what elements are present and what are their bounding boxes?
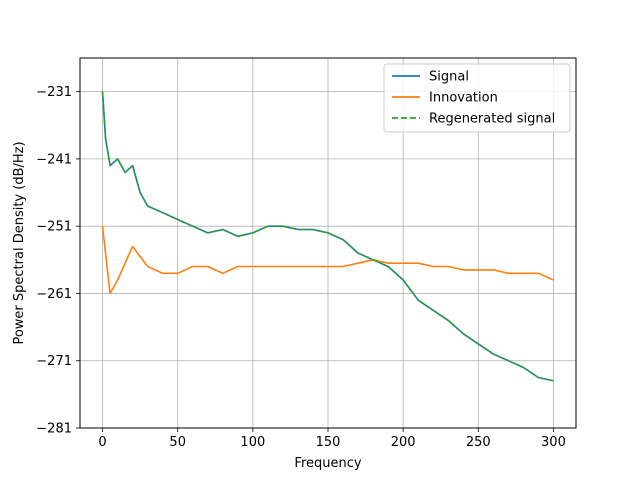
x-tick-label: 50 [169, 435, 186, 450]
y-tick-label: −261 [36, 287, 72, 302]
y-tick-label: −251 [36, 220, 72, 235]
y-tick-label: −231 [36, 85, 72, 100]
x-tick-label: 200 [391, 435, 416, 450]
x-tick-label: 150 [316, 435, 341, 450]
x-tick-label: 300 [541, 435, 566, 450]
x-axis: 0 50 100 150 200 250 300 [98, 428, 566, 450]
legend: Signal Innovation Regenerated signal [383, 63, 571, 133]
y-tick-label: −271 [36, 354, 72, 369]
x-tick-label: 0 [98, 435, 106, 450]
y-tick-label: −281 [36, 422, 72, 437]
y-axis: −231 −241 −251 −261 −271 −281 [36, 85, 80, 437]
x-tick-label: 100 [240, 435, 265, 450]
x-axis-label: Frequency [294, 456, 361, 471]
legend-label: Signal [429, 70, 469, 85]
legend-label: Innovation [429, 91, 498, 106]
y-tick-label: −241 [36, 152, 72, 167]
legend-label: Regenerated signal [429, 112, 555, 127]
series-line-innovation [101, 226, 554, 295]
legend-box [383, 63, 571, 133]
series-group [101, 91, 554, 382]
grid [80, 58, 576, 429]
series-line-regenerated-signal [101, 91, 554, 382]
x-tick-label: 250 [466, 435, 491, 450]
y-axis-label: Power Spectral Density (dB/Hz) [12, 141, 27, 344]
